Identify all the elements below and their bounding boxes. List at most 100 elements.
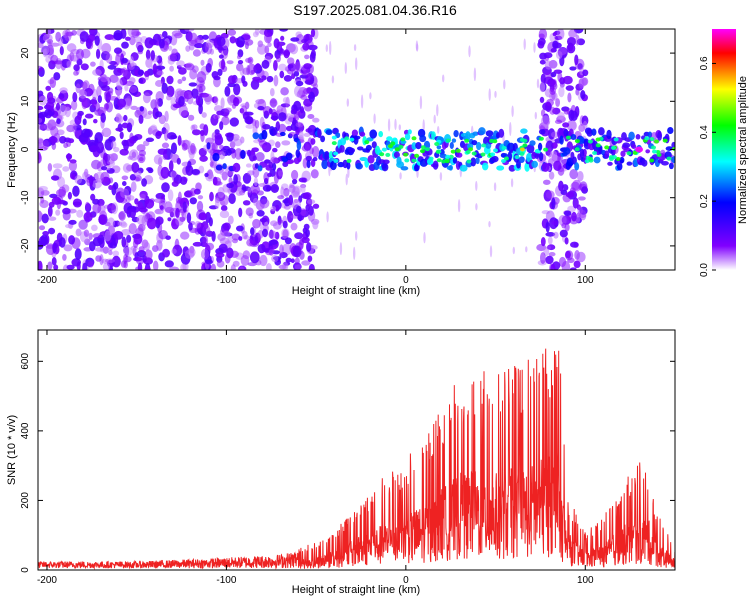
heatmap-cell bbox=[49, 77, 57, 89]
heatmap-cell bbox=[364, 140, 370, 145]
heatmap-cell bbox=[481, 143, 487, 148]
heatmap-cell bbox=[435, 149, 441, 154]
heatmap-cell bbox=[85, 38, 92, 49]
heatmap-cell bbox=[109, 74, 119, 84]
heatmap-cell bbox=[436, 145, 442, 150]
heatmap-cell bbox=[575, 88, 580, 96]
heatmap-cell bbox=[296, 140, 302, 151]
heatmap-cell bbox=[38, 260, 43, 270]
heatmap-cell bbox=[306, 199, 316, 205]
heatmap-cell bbox=[283, 187, 290, 197]
heatmap-cell bbox=[671, 146, 675, 151]
heatmap-cell bbox=[534, 153, 540, 159]
heatmap-cell bbox=[339, 137, 347, 146]
x-tick-label: -100 bbox=[216, 575, 236, 586]
heatmap-cell bbox=[553, 160, 562, 171]
heatmap-cell bbox=[523, 38, 526, 50]
heatmap-cell bbox=[329, 160, 337, 171]
heatmap-cell bbox=[369, 129, 378, 139]
snr-series-line bbox=[38, 348, 675, 570]
heatmap-cell bbox=[177, 191, 182, 204]
heatmap-cell bbox=[295, 149, 301, 158]
heatmap-cell bbox=[138, 78, 144, 84]
heatmap-cell bbox=[480, 152, 486, 157]
heatmap-cell bbox=[119, 197, 128, 204]
heatmap-cell bbox=[91, 224, 98, 232]
heatmap-cell bbox=[162, 153, 168, 160]
heatmap-cell bbox=[62, 166, 70, 172]
heatmap-cell bbox=[331, 135, 337, 140]
heatmap-cell bbox=[135, 266, 142, 270]
heatmap-cell bbox=[493, 148, 498, 153]
heatmap-cell bbox=[131, 161, 140, 173]
heatmap-cell bbox=[546, 98, 554, 107]
heatmap-cell bbox=[136, 144, 146, 152]
heatmap-cell bbox=[252, 218, 261, 229]
y-tick-label: 0 bbox=[20, 146, 31, 152]
heatmap-cell bbox=[181, 111, 190, 116]
heatmap-cell bbox=[568, 109, 575, 121]
heatmap-cell bbox=[81, 81, 88, 90]
heatmap-cell bbox=[81, 97, 88, 110]
heatmap-cell bbox=[255, 29, 260, 36]
heatmap-cell bbox=[233, 83, 241, 96]
heatmap-cell bbox=[551, 142, 558, 148]
x-tick-label: 100 bbox=[577, 575, 594, 586]
heatmap-cell bbox=[280, 35, 285, 41]
heatmap-cell bbox=[321, 159, 329, 170]
heatmap-cell bbox=[63, 142, 69, 149]
heatmap-cell bbox=[667, 127, 674, 134]
heatmap-cell bbox=[50, 42, 60, 47]
heatmap-cell bbox=[104, 258, 115, 264]
heatmap-cell bbox=[276, 54, 281, 63]
heatmap-cell bbox=[121, 180, 127, 187]
heatmap-cell bbox=[190, 142, 196, 155]
heatmap-cell bbox=[565, 191, 575, 198]
heatmap-cell bbox=[203, 93, 213, 103]
heatmap-cell bbox=[186, 212, 192, 224]
heatmap-cell bbox=[540, 115, 551, 128]
heatmap-cell bbox=[107, 217, 115, 228]
heatmap-cell bbox=[196, 222, 203, 229]
heatmap-cell bbox=[270, 184, 280, 193]
heatmap-cell bbox=[67, 138, 75, 144]
heatmap-cell bbox=[470, 157, 477, 167]
heatmap-cell bbox=[355, 231, 358, 241]
heatmap-cell bbox=[134, 198, 139, 205]
heatmap-cell bbox=[294, 257, 300, 265]
heatmap-cell bbox=[281, 140, 291, 146]
heatmap-cell bbox=[192, 49, 201, 57]
heatmap-cell bbox=[202, 34, 209, 40]
heatmap-cell bbox=[501, 145, 507, 150]
heatmap-cell bbox=[50, 175, 60, 181]
heatmap-cell bbox=[485, 130, 494, 137]
heatmap-cell bbox=[459, 164, 468, 172]
heatmap-cell bbox=[279, 244, 284, 255]
heatmap-cell bbox=[219, 169, 225, 176]
heatmap-cell bbox=[95, 255, 102, 262]
heatmap-cell bbox=[307, 255, 313, 262]
heatmap-cell bbox=[158, 114, 166, 125]
heatmap-cell bbox=[290, 108, 297, 115]
heatmap-cell bbox=[249, 251, 260, 264]
y-tick-label: 200 bbox=[20, 492, 31, 509]
heatmap-cell bbox=[154, 198, 163, 203]
heatmap-cell bbox=[562, 75, 573, 85]
heatmap-cell bbox=[92, 236, 103, 247]
heatmap-cell bbox=[145, 57, 153, 69]
heatmap-cell bbox=[58, 186, 67, 198]
heatmap-cell bbox=[576, 171, 584, 182]
heatmap-cell bbox=[170, 151, 177, 163]
heatmap-cell bbox=[185, 62, 194, 69]
heatmap-cell bbox=[551, 78, 557, 88]
heatmap-cell bbox=[394, 118, 397, 131]
heatmap-cell bbox=[90, 61, 96, 67]
heatmap-cell bbox=[213, 181, 223, 186]
heatmap-cell bbox=[121, 175, 129, 181]
heatmap-cell bbox=[127, 29, 137, 38]
heatmap-cell bbox=[232, 97, 240, 107]
heatmap-cell bbox=[666, 156, 672, 161]
heatmap-cell bbox=[283, 49, 290, 59]
heatmap-cell bbox=[346, 161, 351, 170]
heatmap-cell bbox=[217, 68, 223, 77]
